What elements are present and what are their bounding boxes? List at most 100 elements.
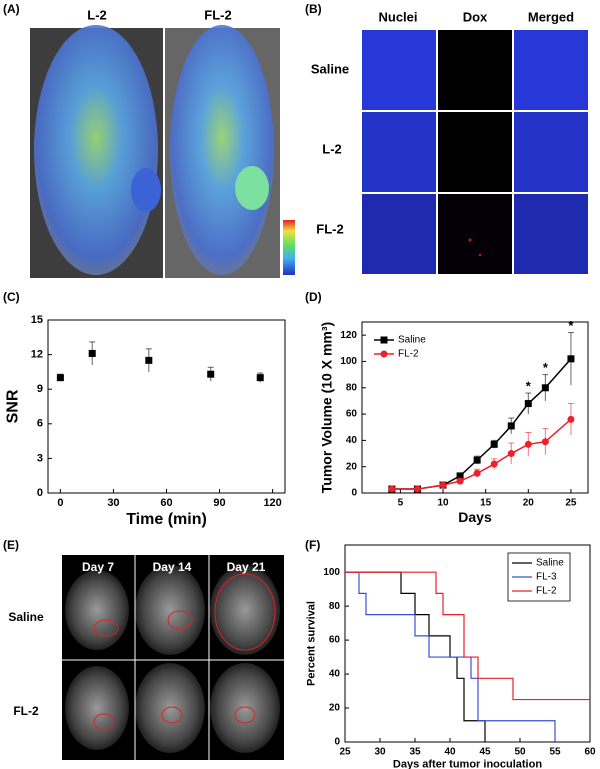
panel-a-images (30, 25, 295, 278)
panel-b-images (362, 30, 588, 274)
y-tick-label: 3 (37, 452, 43, 464)
y-tick-label: 80 (346, 382, 358, 393)
x-tick-label: 15 (480, 498, 492, 509)
x-tick-label: 25 (339, 747, 351, 758)
marker (88, 349, 96, 357)
marker (507, 422, 515, 430)
marker (490, 440, 498, 448)
x-tick-label: 120 (263, 497, 281, 509)
panel-e-images (62, 555, 284, 760)
column-label: Dox (463, 9, 488, 24)
panel-label: (D) (305, 290, 322, 304)
annotation: * (568, 318, 574, 333)
column-label: Day 14 (153, 560, 192, 574)
y-tick-label: 9 (37, 383, 43, 395)
panel-label: (C) (3, 290, 20, 304)
y-tick-label: 60 (346, 409, 358, 420)
marker (207, 370, 215, 378)
plot-frame (47, 319, 286, 494)
column-label: L-2 (87, 7, 107, 22)
annotation: * (543, 360, 549, 375)
legend-label: Saline (398, 335, 426, 346)
column-label: Merged (528, 9, 574, 24)
marker (456, 472, 464, 480)
plot-frame (361, 321, 589, 494)
y-tick-label: 100 (340, 356, 357, 367)
y-axis-label: SNR (4, 389, 21, 423)
annotation: * (526, 378, 532, 393)
survival-curve (345, 571, 590, 701)
y-tick-label: 40 (329, 669, 341, 680)
marker (507, 450, 515, 458)
legend-marker (380, 336, 388, 344)
row-label: FL-2 (316, 221, 343, 236)
marker (439, 481, 447, 489)
legend-label: FL-2 (398, 349, 419, 360)
panel-label: (F) (305, 538, 320, 552)
y-tick-label: 12 (31, 349, 43, 361)
marker (567, 415, 575, 423)
x-tick-label: 20 (523, 498, 535, 509)
y-tick-label: 0 (334, 737, 340, 748)
x-axis-label: Days after tumor inoculation (393, 759, 542, 769)
x-tick-label: 10 (437, 498, 449, 509)
panel-label: (B) (305, 2, 322, 16)
x-tick-label: 45 (479, 747, 491, 758)
y-tick-label: 20 (329, 703, 341, 714)
x-tick-label: 55 (549, 747, 561, 758)
marker (473, 456, 481, 464)
survival-curve (345, 571, 486, 742)
marker (145, 356, 153, 364)
x-tick-label: 60 (584, 747, 596, 758)
column-label: Nuclei (378, 9, 417, 24)
y-axis-label: Percent survival (306, 601, 318, 686)
column-label: Day 21 (227, 560, 266, 574)
marker (56, 374, 64, 382)
marker (567, 355, 575, 363)
y-axis-label: Tumor Volume (10 X mm³) (319, 322, 335, 493)
x-tick-label: 90 (213, 497, 225, 509)
x-tick-label: 40 (444, 747, 456, 758)
y-tick-label: 80 (329, 601, 341, 612)
x-tick-label: 35 (409, 747, 421, 758)
marker (541, 438, 549, 446)
legend-label: FL-2 (536, 586, 557, 597)
x-axis-label: Time (min) (126, 511, 207, 528)
row-label: Saline (8, 610, 44, 624)
row-label: L-2 (322, 141, 342, 156)
row-label: Saline (311, 61, 349, 76)
row-label: FL-2 (13, 704, 39, 718)
x-tick-label: 25 (565, 498, 577, 509)
column-label: FL-2 (204, 7, 231, 22)
x-tick-label: 30 (374, 747, 386, 758)
marker (541, 384, 549, 392)
x-tick-label: 0 (57, 497, 63, 509)
plot-frame (344, 544, 591, 743)
marker (490, 460, 498, 468)
y-tick-label: 60 (329, 635, 341, 646)
marker (473, 469, 481, 477)
marker (256, 374, 264, 382)
legend-marker (380, 350, 388, 358)
y-tick-label: 0 (351, 488, 357, 499)
marker (524, 400, 532, 408)
panel-label: (E) (3, 538, 19, 552)
panel-label: (A) (3, 2, 20, 16)
marker (456, 477, 464, 485)
x-tick-label: 30 (107, 497, 119, 509)
marker (524, 440, 532, 448)
y-tick-label: 20 (346, 461, 358, 472)
y-tick-label: 120 (340, 330, 357, 341)
series-line (391, 418, 572, 490)
legend-label: Saline (536, 558, 564, 569)
marker (413, 485, 421, 493)
y-tick-label: 15 (31, 314, 43, 326)
marker (388, 485, 396, 493)
y-tick-label: 0 (37, 487, 43, 499)
x-tick-label: 50 (514, 747, 526, 758)
x-tick-label: 60 (160, 497, 172, 509)
x-tick-label: 5 (398, 498, 404, 509)
survival-curve (345, 571, 556, 742)
x-axis-label: Days (458, 509, 492, 525)
